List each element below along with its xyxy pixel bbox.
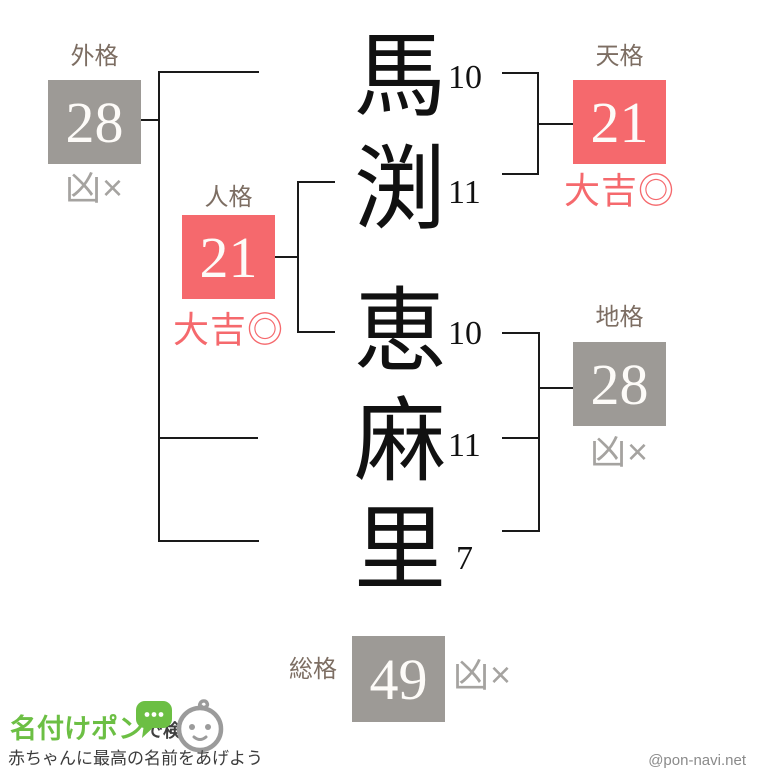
name-char-5: 里	[353, 499, 446, 601]
chikaku-box-connector	[538, 387, 573, 389]
soukaku-value-box: 49	[352, 636, 445, 722]
chikaku-bracket-vertical	[538, 332, 540, 532]
chikaku-result: 凶×	[589, 431, 650, 472]
chikaku-value-box: 28	[573, 342, 666, 426]
gaikaku-bracket-arm-bottom	[158, 540, 259, 542]
jinkaku-label: 人格	[204, 184, 253, 211]
stroke-count-1: 10	[448, 59, 482, 96]
jinkaku-bracket-arm-bottom	[297, 331, 335, 333]
baby-face-icon	[176, 699, 224, 753]
stroke-count-5: 7	[456, 540, 473, 577]
soukaku-label: 総格	[289, 656, 337, 683]
stroke-count-2: 11	[448, 174, 481, 211]
gaikaku-bracket-arm-top	[158, 71, 259, 73]
chikaku-bracket-arm-top	[502, 332, 540, 334]
stroke-count-3: 10	[448, 315, 482, 352]
jinkaku-result: 大吉◎	[172, 309, 284, 350]
tenkaku-value-box: 21	[573, 80, 666, 164]
jinkaku-value-box: 21	[182, 215, 275, 299]
gaikaku-bracket-arm-mid	[158, 437, 258, 439]
site-tagline: 赤ちゃんに最高の名前をあげよう	[8, 749, 263, 768]
jinkaku-bracket-arm-top	[297, 181, 335, 183]
speech-bubble-icon	[136, 701, 172, 738]
name-char-1: 馬	[353, 26, 446, 128]
tenkaku-label: 天格	[595, 43, 644, 70]
gaikaku-value-box: 28	[48, 80, 141, 164]
gaikaku-result: 凶×	[64, 167, 125, 208]
tenkaku-result: 大吉◎	[563, 170, 675, 211]
chikaku-bracket-arm-bottom	[502, 530, 540, 532]
soukaku-result: 凶×	[453, 654, 513, 695]
name-char-3: 恵	[353, 281, 446, 383]
tenkaku-box-connector	[537, 123, 573, 125]
site-credit: @pon-navi.net	[648, 752, 746, 769]
stroke-count-4: 11	[448, 427, 481, 464]
tenkaku-bracket-arm-top	[502, 72, 539, 74]
jinkaku-box-connector	[274, 256, 299, 258]
tenkaku-bracket-arm-bottom	[502, 173, 539, 175]
name-char-4: 麻	[353, 391, 446, 493]
logo-text: 名付けポン	[10, 714, 145, 744]
chikaku-bracket-arm-mid	[502, 437, 540, 439]
chikaku-label: 地格	[595, 304, 644, 331]
gaikaku-label: 外格	[70, 43, 119, 70]
name-char-2: 渕	[353, 139, 446, 241]
gaikaku-bracket-vertical	[158, 71, 160, 542]
gaikaku-box-connector	[141, 119, 160, 121]
